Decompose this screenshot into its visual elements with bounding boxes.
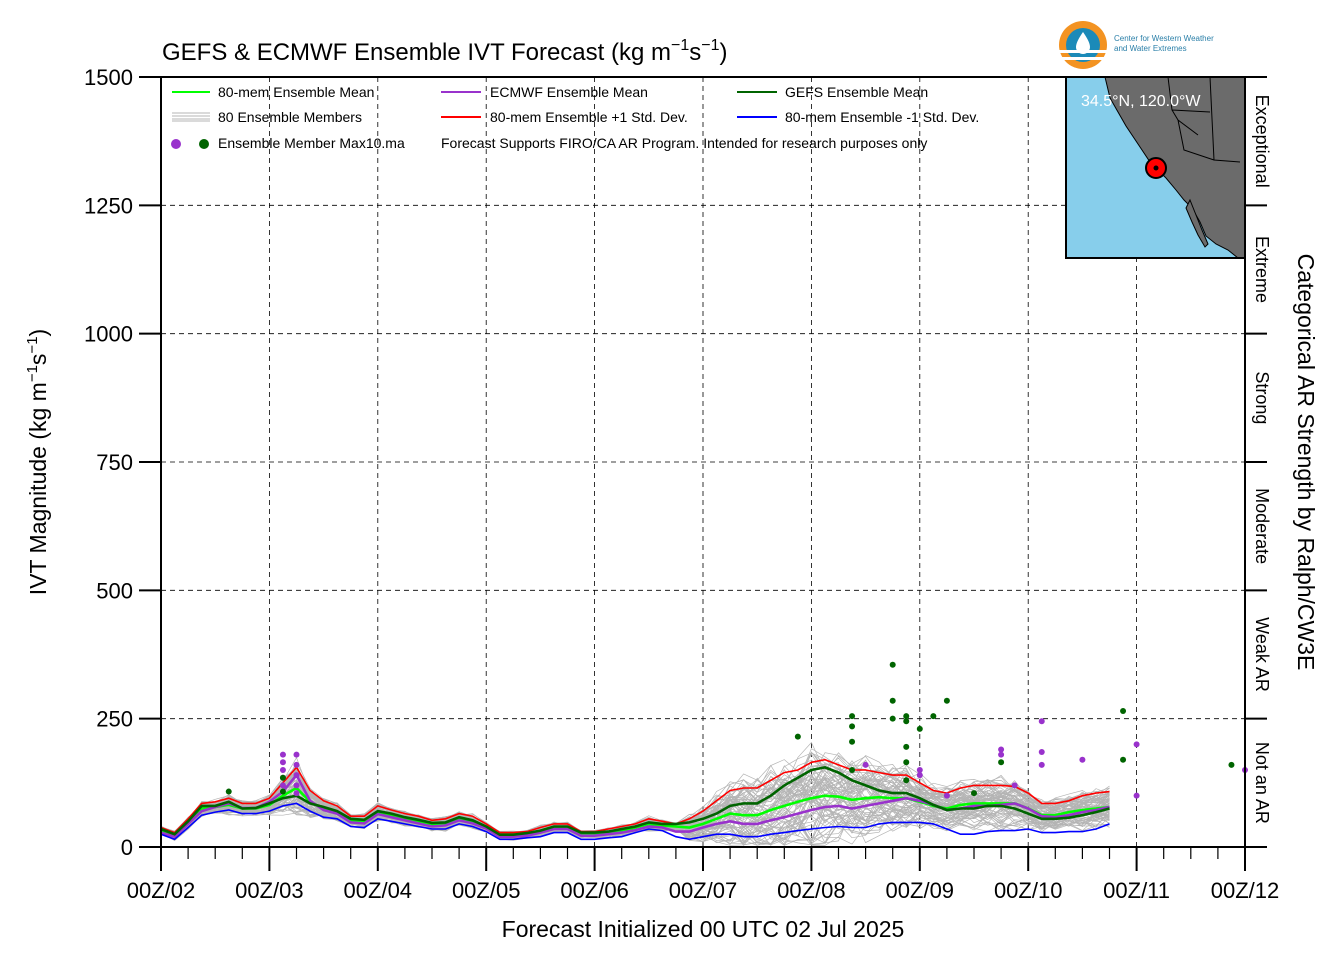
series-lines: [160, 758, 1110, 841]
legend-note: Forecast Supports FIRO/CA AR Program. In…: [441, 135, 927, 151]
category-label: Weak AR: [1252, 617, 1272, 692]
member-max-marker: [916, 767, 923, 773]
x-tick-label: 00Z/07: [669, 878, 738, 903]
x-tick-label: 00Z/03: [235, 878, 304, 903]
x-tick-label: 00Z/11: [1103, 878, 1170, 903]
member-max-marker: [293, 782, 300, 789]
cw3e-logo: Center for Western Weather and Water Ext…: [1059, 21, 1214, 69]
y-tick-label: 1250: [84, 193, 133, 218]
x-tick-label: 00Z/08: [777, 878, 846, 903]
legend-members: 80 Ensemble Members: [218, 109, 362, 125]
member-max-marker: [903, 713, 910, 720]
member-max-marker: [916, 772, 923, 779]
member-max-marker: [849, 713, 856, 720]
x-tick-label: 00Z/02: [127, 878, 196, 903]
x-tick-label: 00Z/04: [344, 878, 413, 903]
member-max-marker: [903, 743, 910, 750]
member-max-marker: [293, 761, 300, 768]
member-max-marker: [1133, 741, 1140, 748]
y-axis-label: IVT Magnitude (kg m−1s−1): [24, 329, 51, 595]
legend: 80-mem Ensemble Mean 80 Ensemble Members…: [171, 84, 979, 151]
member-max-marker: [849, 723, 856, 730]
member-max-marker: [889, 697, 896, 704]
member-max-marker: [998, 751, 1005, 758]
series-line-80-mem-ensemble-1-std-dev-: [160, 758, 1110, 834]
member-max-marker: [903, 777, 910, 784]
grid-lines: [161, 77, 1245, 847]
y-tick-label: 0: [121, 835, 133, 860]
series-line-80-mem-ensemble-1-std-dev-: [160, 802, 1110, 841]
member-max-marker: [889, 661, 896, 668]
category-label: Strong: [1252, 371, 1272, 424]
member-max-marker: [1120, 756, 1127, 763]
member-max-marker: [293, 790, 300, 797]
series-line-gefs-ensemble-mean: [160, 766, 1110, 837]
member-max-marker: [279, 751, 286, 758]
member-max-marker: [293, 772, 300, 779]
member-max-marker: [1133, 792, 1140, 799]
inset-location-label: 34.5°N, 120.0°W: [1081, 93, 1201, 110]
legend-minus1: 80-mem Ensemble -1 Std. Dev.: [785, 109, 979, 125]
member-max-marker: [862, 761, 869, 768]
legend-max: Ensemble Member Max10.ma: [218, 135, 405, 151]
category-label: Exceptional: [1252, 95, 1272, 188]
member-max-marker: [293, 751, 300, 758]
legend-gefs-mean: GEFS Ensemble Mean: [785, 84, 928, 100]
member-max-marker: [849, 767, 856, 773]
member-max-marker: [279, 782, 286, 789]
member-max-marker: [903, 759, 910, 766]
y-tick-label: 1000: [84, 322, 133, 347]
member-max-marker: [971, 790, 977, 797]
member-max-marker: [279, 774, 286, 781]
member-max-marker: [794, 733, 801, 740]
legend-plus1: 80-mem Ensemble +1 Std. Dev.: [490, 109, 688, 125]
member-max-marker: [943, 697, 950, 704]
member-max-marker: [889, 715, 896, 722]
x-axis-label: Forecast Initialized 00 UTC 02 Jul 2025: [502, 916, 905, 942]
member-max-marker: [225, 788, 232, 795]
logo-text-line-1: Center for Western Weather: [1114, 34, 1214, 43]
y-tick-label: 1500: [84, 65, 133, 90]
category-label: Not an AR: [1252, 742, 1272, 824]
legend-mean80: 80-mem Ensemble Mean: [218, 84, 374, 100]
member-max-marker: [903, 718, 910, 725]
y-tick-label: 750: [96, 450, 133, 475]
member-max-marker: [916, 725, 923, 732]
logo-text-line-2: and Water Extremes: [1114, 44, 1187, 53]
category-label: Extreme: [1252, 236, 1272, 303]
member-max-marker: [849, 738, 856, 745]
category-axis: Not an AR Weak AR Moderate Strong Extreme Exc…: [1245, 76, 1272, 848]
member-max-marker: [1038, 761, 1045, 768]
member-max-marker: [1228, 761, 1235, 768]
member-max-marker: [1120, 707, 1127, 714]
legend-ecmwf-mean: ECMWF Ensemble Mean: [490, 84, 648, 100]
right-axis-label: Categorical AR Strength by Ralph/CW3E: [1293, 254, 1319, 671]
x-axis-ticks: 00Z/02 00Z/03 00Z/04 00Z/05 00Z/06 00Z/07 00Z/…: [127, 847, 1280, 903]
x-tick-label: 00Z/10: [994, 878, 1063, 903]
member-max-marker: [279, 788, 286, 795]
member-max-marker: [930, 713, 937, 720]
member-max-marker: [1038, 718, 1045, 725]
member-max-marker: [1011, 782, 1018, 789]
member-max-markers: [225, 661, 1248, 799]
member-max-marker: [1079, 756, 1086, 763]
category-label: Moderate: [1252, 488, 1272, 564]
x-tick-label: 00Z/12: [1211, 878, 1280, 903]
location-inset-map: 34.5°N, 120.0°W: [1065, 76, 1246, 259]
member-max-marker: [1038, 749, 1045, 756]
member-max-marker: [943, 792, 950, 799]
member-max-marker: [998, 759, 1005, 766]
x-tick-label: 00Z/09: [886, 878, 955, 903]
member-max-marker: [998, 746, 1005, 753]
chart-title: GEFS & ECMWF Ensemble IVT Forecast (kg m…: [162, 37, 728, 66]
y-tick-label: 500: [96, 578, 133, 603]
member-max-marker: [279, 767, 286, 773]
y-tick-label: 250: [96, 707, 133, 732]
y-axis-ticks: 0 250 500 750 1000 1250 1500: [84, 65, 161, 860]
x-tick-label: 00Z/05: [452, 878, 521, 903]
member-max-marker: [279, 759, 286, 766]
x-tick-label: 00Z/06: [560, 878, 629, 903]
